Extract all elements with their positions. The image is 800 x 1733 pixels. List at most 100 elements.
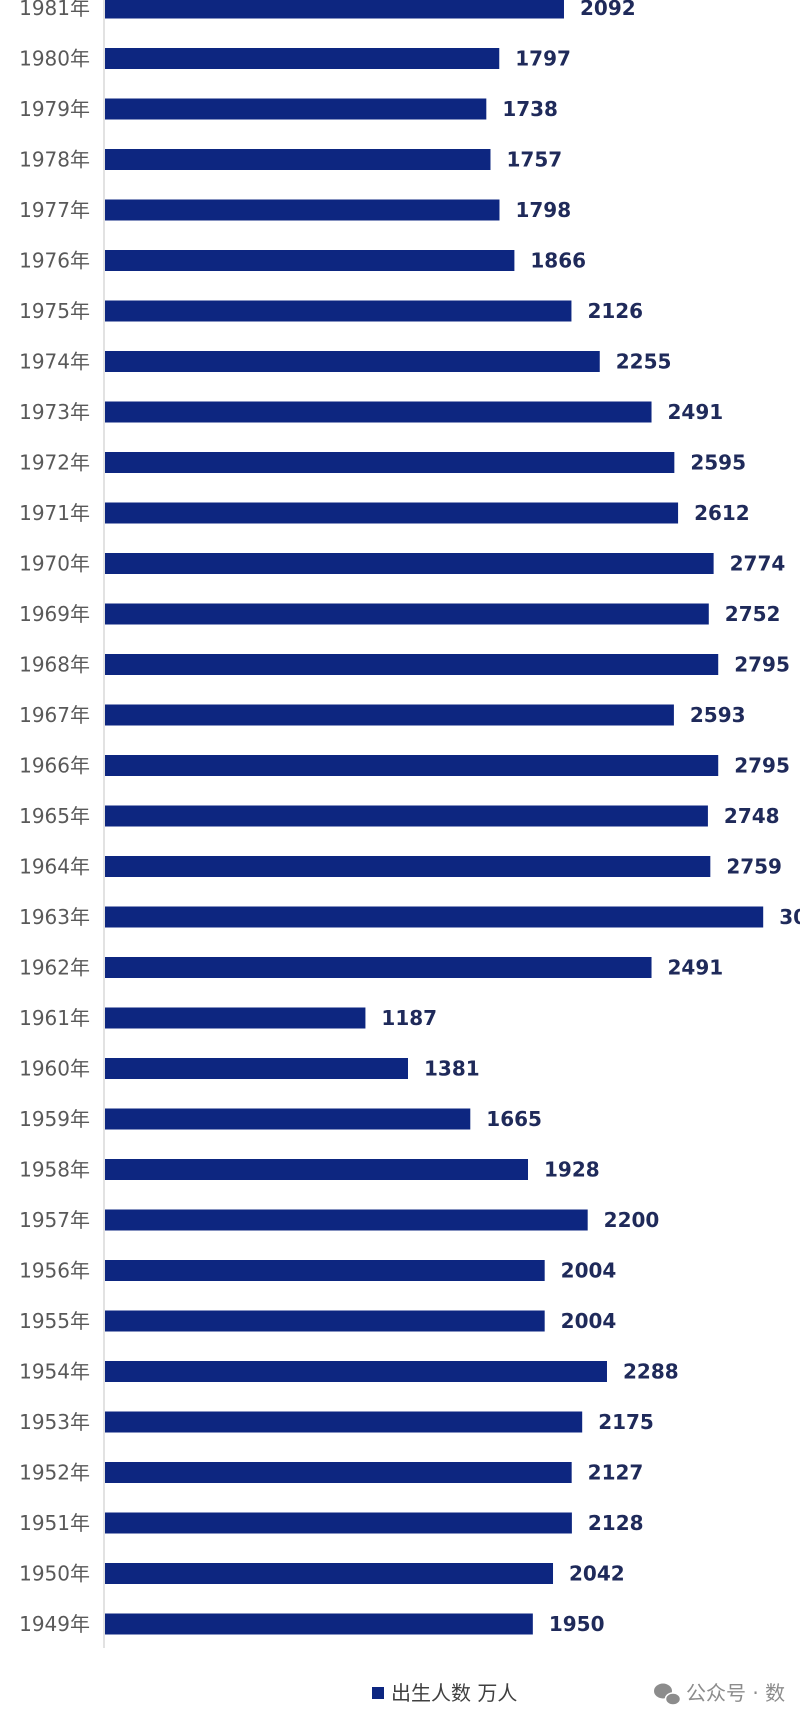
category-label: 1973年 [19, 400, 90, 424]
bar [105, 199, 500, 221]
value-label: 2748 [724, 804, 780, 828]
bar [105, 906, 764, 928]
value-label: 2612 [694, 501, 750, 525]
category-label: 1968年 [19, 653, 90, 677]
bar [105, 704, 674, 726]
value-label: 2795 [734, 754, 790, 778]
bar [105, 1462, 572, 1483]
value-label: 2759 [726, 855, 782, 879]
legend-swatch [372, 1687, 384, 1699]
bar [105, 1007, 366, 1029]
bar [105, 805, 708, 827]
value-label: 1928 [544, 1158, 600, 1182]
bar [105, 1260, 545, 1281]
bar [105, 654, 719, 675]
category-label: 1980年 [19, 47, 90, 71]
category-label: 1951年 [19, 1511, 90, 1535]
value-label: 2128 [588, 1511, 644, 1535]
category-label: 1955年 [19, 1309, 90, 1333]
category-label: 1953年 [19, 1410, 90, 1434]
value-label: 1665 [486, 1107, 542, 1131]
bar [105, 1563, 554, 1584]
value-label: 30 [779, 905, 800, 929]
value-label: 2491 [668, 400, 724, 424]
value-label: 2092 [580, 0, 636, 20]
bar [105, 98, 487, 120]
bar [105, 401, 652, 423]
labels-group: 1981年 2092 1980年 1797 1979年 1738 1978年 1757 1977… [19, 0, 800, 1636]
category-label: 1962年 [19, 956, 90, 980]
value-label: 2042 [569, 1562, 625, 1586]
category-label: 1964年 [19, 855, 90, 879]
value-label: 2126 [587, 299, 643, 323]
value-label: 2752 [725, 602, 781, 626]
wechat-bubble-small [664, 1692, 682, 1706]
bar [105, 0, 564, 19]
category-label: 1963年 [19, 905, 90, 929]
category-label: 1981年 [19, 0, 90, 20]
category-label: 1971年 [19, 501, 90, 525]
value-label: 2004 [561, 1259, 617, 1283]
category-label: 1977年 [19, 198, 90, 222]
value-label: 1798 [515, 198, 571, 222]
category-label: 1978年 [19, 148, 90, 172]
category-label: 1972年 [19, 451, 90, 475]
value-label: 1950 [549, 1612, 605, 1636]
value-label: 2288 [623, 1360, 679, 1384]
value-label: 1187 [381, 1006, 437, 1030]
legend-label: 出生人数 万人 [391, 1681, 517, 1705]
category-label: 1956年 [19, 1259, 90, 1283]
category-label: 1976年 [19, 249, 90, 273]
bar [105, 48, 500, 69]
category-label: 1957年 [19, 1208, 90, 1232]
bar [105, 1411, 583, 1433]
category-label: 1961年 [19, 1006, 90, 1030]
bar [105, 856, 711, 877]
bar [105, 1159, 529, 1180]
category-label: 1967年 [19, 703, 90, 727]
watermark: 公众号 · 数 [654, 1681, 785, 1706]
value-label: 2004 [561, 1309, 617, 1333]
bar [105, 149, 491, 170]
category-label: 1965年 [19, 804, 90, 828]
category-label: 1958年 [19, 1158, 90, 1182]
category-label: 1950年 [19, 1562, 90, 1586]
category-label: 1949年 [19, 1612, 90, 1636]
bar [105, 1310, 545, 1332]
value-label: 1866 [530, 249, 586, 273]
value-label: 2491 [668, 956, 724, 980]
value-label: 2175 [598, 1410, 654, 1434]
value-label: 2595 [690, 451, 746, 475]
value-label: 1738 [502, 97, 558, 121]
value-label: 1797 [515, 47, 571, 71]
bar [105, 351, 600, 372]
bar [105, 1613, 533, 1635]
bar [105, 553, 714, 574]
watermark-text: 公众号 · 数 [686, 1681, 785, 1705]
value-label: 2127 [588, 1461, 644, 1485]
category-label: 1952年 [19, 1461, 90, 1485]
bar [105, 452, 675, 473]
value-label: 2200 [604, 1208, 660, 1232]
category-label: 1966年 [19, 754, 90, 778]
category-label: 1954年 [19, 1360, 90, 1384]
bar [105, 300, 572, 322]
category-label: 1974年 [19, 350, 90, 374]
value-label: 2774 [730, 552, 786, 576]
bar [105, 957, 652, 978]
value-label: 2795 [734, 653, 790, 677]
bars-group [105, 0, 764, 1635]
bar [105, 755, 719, 776]
bar [105, 1512, 572, 1534]
value-label: 1381 [424, 1057, 480, 1081]
bar [105, 502, 679, 524]
value-label: 2255 [616, 350, 672, 374]
category-label: 1975年 [19, 299, 90, 323]
category-label: 1979年 [19, 97, 90, 121]
category-label: 1970年 [19, 552, 90, 576]
bar [105, 1361, 607, 1382]
legend: 出生人数 万人 [372, 1681, 517, 1705]
value-label: 1757 [506, 148, 562, 172]
category-label: 1969年 [19, 602, 90, 626]
